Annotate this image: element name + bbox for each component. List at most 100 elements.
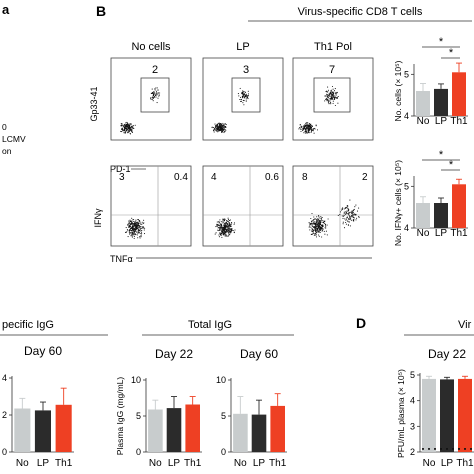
flow-dot <box>355 214 357 216</box>
flow-row2: 3 0.4 4 0.6 8 2 <box>110 165 374 247</box>
flow-dot <box>128 126 130 128</box>
flow-row1-ylabel: Gp33-41 <box>89 86 99 121</box>
flow-dot <box>223 229 225 231</box>
flow-dot <box>331 92 334 94</box>
flow-dot <box>231 228 233 230</box>
flow-dot <box>133 225 135 228</box>
flow-dot <box>304 125 307 127</box>
flow-dot <box>299 127 301 129</box>
flow-dot <box>348 215 350 217</box>
flow-dot <box>213 129 215 131</box>
flow-dot <box>229 224 231 226</box>
flow-dot <box>228 220 231 222</box>
flow-dot <box>126 129 128 131</box>
flow-dot <box>328 93 330 95</box>
flow-dot <box>125 227 127 229</box>
flow-dot <box>223 128 225 131</box>
flow-dot <box>221 124 223 126</box>
bar-lp <box>434 203 448 228</box>
flow-dot <box>134 232 136 234</box>
flow-dot <box>151 88 153 90</box>
flow-dot <box>217 123 219 125</box>
flow-dot <box>355 204 357 206</box>
flow-dot <box>228 230 230 232</box>
flow-dot <box>311 128 313 130</box>
flow-plot-th1-row1 <box>292 57 374 141</box>
flow-dot <box>247 96 249 98</box>
flow-dot <box>216 225 218 227</box>
flow-dot <box>220 221 222 223</box>
flow-dot <box>328 100 330 102</box>
flow-dot <box>221 227 223 229</box>
flow-dot <box>221 126 223 128</box>
flow-dot <box>229 228 231 230</box>
flow-dot <box>313 216 315 218</box>
flow-dot <box>355 219 357 221</box>
flow-dot <box>216 130 218 132</box>
flow-dot <box>331 95 333 98</box>
flow-dot <box>349 225 351 227</box>
flow-dot <box>124 126 126 128</box>
flow-dot <box>313 229 315 231</box>
flow-dot <box>218 236 220 238</box>
flow-dot <box>131 126 133 128</box>
flow-dot <box>139 229 141 231</box>
flow-dot <box>223 228 225 230</box>
flow-dot <box>327 98 329 100</box>
flow-dot <box>227 228 229 230</box>
bar-no <box>233 413 248 452</box>
bar-chart-b-bottom: 4 5 No LP Th1 No. IFNγ+ cells (× 10⁵) <box>393 160 468 246</box>
flow-dot <box>311 230 313 232</box>
flow-dot <box>330 99 332 101</box>
flow-dot <box>227 223 229 225</box>
flow-dot <box>133 237 135 239</box>
flow-dot <box>224 225 226 227</box>
flow-dot <box>313 127 315 129</box>
flow-dot <box>329 98 331 100</box>
flow-dot <box>157 89 159 91</box>
bar-no <box>422 378 436 452</box>
flow-dot <box>327 91 329 93</box>
flow-dot-clouds <box>120 85 360 239</box>
flow-dot <box>140 232 143 234</box>
flow-dot <box>329 100 331 102</box>
flow-dot <box>322 225 324 227</box>
panel-label-d: D <box>356 315 366 331</box>
flow-dot <box>131 229 134 231</box>
flow-dot <box>327 94 329 96</box>
y-tick-label: 10 <box>131 375 141 385</box>
flow-dot <box>310 221 313 223</box>
flow-dot <box>230 225 232 227</box>
flow-dot <box>134 223 136 226</box>
flow-dot <box>128 124 130 126</box>
flow-dot <box>356 210 359 212</box>
flow-dot <box>213 131 215 133</box>
flow-dot <box>140 230 142 232</box>
flow-dot <box>139 236 141 238</box>
flow-dot <box>151 98 154 100</box>
x-tick-label: No <box>423 458 436 469</box>
flow-dot <box>227 220 229 222</box>
flow-dot <box>222 122 224 124</box>
flow-dot <box>142 222 144 224</box>
flow-dot <box>144 227 146 229</box>
flow-dot <box>219 125 221 128</box>
flow-dot <box>310 131 312 134</box>
flow-dot <box>137 224 139 226</box>
flow-dot <box>314 228 316 230</box>
flow-dot <box>222 221 224 223</box>
flow-dot <box>153 93 155 95</box>
flow-dot <box>308 122 311 125</box>
flow-dot <box>332 88 334 90</box>
flow-dot <box>310 126 312 128</box>
flow-dot <box>220 123 223 125</box>
flow-dot <box>304 124 306 126</box>
flow-dot <box>239 98 241 101</box>
flow-dot <box>300 126 302 128</box>
flow-dot <box>131 221 133 223</box>
flow-dot <box>324 227 326 229</box>
flow-dot <box>308 125 310 127</box>
flow-plot-no-cells-row1 <box>110 57 192 141</box>
flow-dot <box>243 97 245 99</box>
y-tick-label: 0 <box>136 447 141 457</box>
